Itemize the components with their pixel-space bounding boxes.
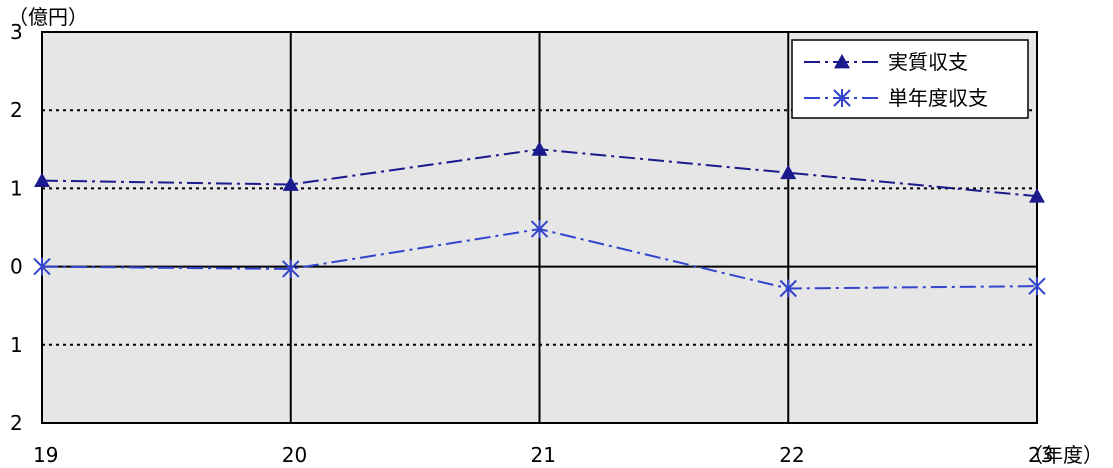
legend-marker: [833, 89, 851, 107]
data-point: [1028, 277, 1046, 296]
series-2: [33, 220, 1046, 298]
legend-label: 単年度収支: [888, 86, 988, 110]
legend-marker: [834, 54, 850, 69]
legend-label: 実質収支: [888, 50, 968, 74]
data-point: [530, 220, 549, 239]
x-tick-label: 22: [779, 443, 804, 467]
data-point: [780, 164, 797, 180]
y-axis-unit-label: （億円）: [8, 5, 88, 29]
x-axis-unit-label: （年度）: [1023, 443, 1103, 467]
data-point: [779, 279, 797, 298]
data-point: [531, 141, 548, 156]
y-tick-label: 1: [10, 333, 23, 357]
y-tick-label: 0: [10, 255, 23, 279]
x-tick-label: 20: [282, 443, 307, 467]
x-tick-label: 21: [531, 443, 556, 467]
legend-item-1: 実質収支: [804, 50, 968, 74]
series-1: [34, 141, 1045, 203]
data-point: [33, 257, 51, 276]
y-tick-label: 3: [10, 20, 23, 44]
y-tick-label: 2: [10, 411, 23, 435]
data-point: [1029, 188, 1045, 203]
data-point: [282, 176, 299, 191]
y-tick-labels: 3 2 1 0 1 2: [10, 20, 23, 435]
plot-border: [41, 31, 1038, 424]
x-tick-label: 19: [33, 443, 58, 467]
data-point: [34, 172, 50, 187]
y-tick-label: 1: [10, 176, 23, 200]
x-tick-label: 23: [1028, 443, 1053, 467]
y-tick-label: 2: [10, 98, 23, 122]
data-point: [282, 259, 300, 278]
x-tick-labels: 19 20 21 22 23: [33, 443, 1053, 467]
legend-item-2: 単年度収支: [804, 86, 988, 110]
legend-box: [791, 39, 1029, 119]
series-layer: [33, 141, 1046, 298]
